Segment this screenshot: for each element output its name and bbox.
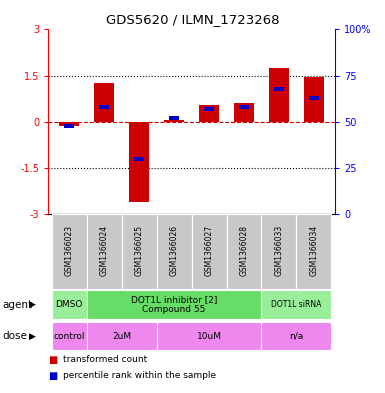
Bar [226, 214, 261, 289]
Bar [52, 290, 87, 319]
Bar [87, 290, 261, 319]
Text: dose: dose [2, 331, 27, 341]
Bar [274, 86, 284, 90]
Text: 2uM: 2uM [112, 332, 131, 340]
Text: GSM1366033: GSM1366033 [275, 224, 283, 275]
Bar [309, 96, 319, 100]
Bar [261, 290, 331, 319]
Bar [296, 214, 331, 289]
Text: GSM1366028: GSM1366028 [239, 224, 248, 275]
Bar [99, 105, 109, 109]
Text: 10uM: 10uM [196, 332, 221, 340]
Text: GSM1366024: GSM1366024 [100, 224, 109, 275]
Bar [192, 214, 226, 289]
Bar [261, 321, 331, 351]
Bar [239, 105, 249, 109]
Bar [164, 120, 184, 122]
Bar [157, 321, 261, 351]
Bar [60, 122, 79, 126]
Text: GDS5620 / ILMN_1723268: GDS5620 / ILMN_1723268 [106, 13, 279, 26]
Bar [134, 157, 144, 161]
Bar [122, 214, 157, 289]
Bar [129, 122, 149, 202]
Bar [64, 123, 74, 127]
Text: DOT1L inhibitor [2]
Compound 55: DOT1L inhibitor [2] Compound 55 [131, 295, 217, 314]
Text: ▶: ▶ [29, 300, 36, 309]
Text: GSM1366026: GSM1366026 [169, 224, 179, 275]
Text: percentile rank within the sample: percentile rank within the sample [63, 371, 216, 380]
Bar [270, 68, 289, 122]
Text: transformed count: transformed count [63, 355, 147, 364]
Text: DMSO: DMSO [55, 300, 83, 309]
Text: DOT1L siRNA: DOT1L siRNA [271, 300, 321, 309]
Bar [52, 321, 87, 351]
Text: ▶: ▶ [29, 332, 36, 340]
Text: GSM1366027: GSM1366027 [204, 224, 214, 275]
Bar [87, 214, 122, 289]
Bar [52, 214, 87, 289]
Bar [199, 105, 219, 122]
Text: GSM1366023: GSM1366023 [65, 224, 74, 275]
Bar [234, 103, 254, 122]
Text: n/a: n/a [290, 332, 304, 340]
Bar [261, 214, 296, 289]
Text: GSM1366025: GSM1366025 [135, 224, 144, 275]
Bar [157, 214, 192, 289]
Text: ■: ■ [48, 355, 57, 365]
Bar [305, 77, 323, 122]
Text: control: control [54, 332, 85, 340]
Text: ■: ■ [48, 371, 57, 381]
Bar [94, 83, 114, 122]
Bar [87, 321, 157, 351]
Bar [204, 107, 214, 111]
Bar [169, 116, 179, 120]
Text: agent: agent [2, 299, 32, 310]
Text: GSM1366034: GSM1366034 [310, 224, 318, 275]
